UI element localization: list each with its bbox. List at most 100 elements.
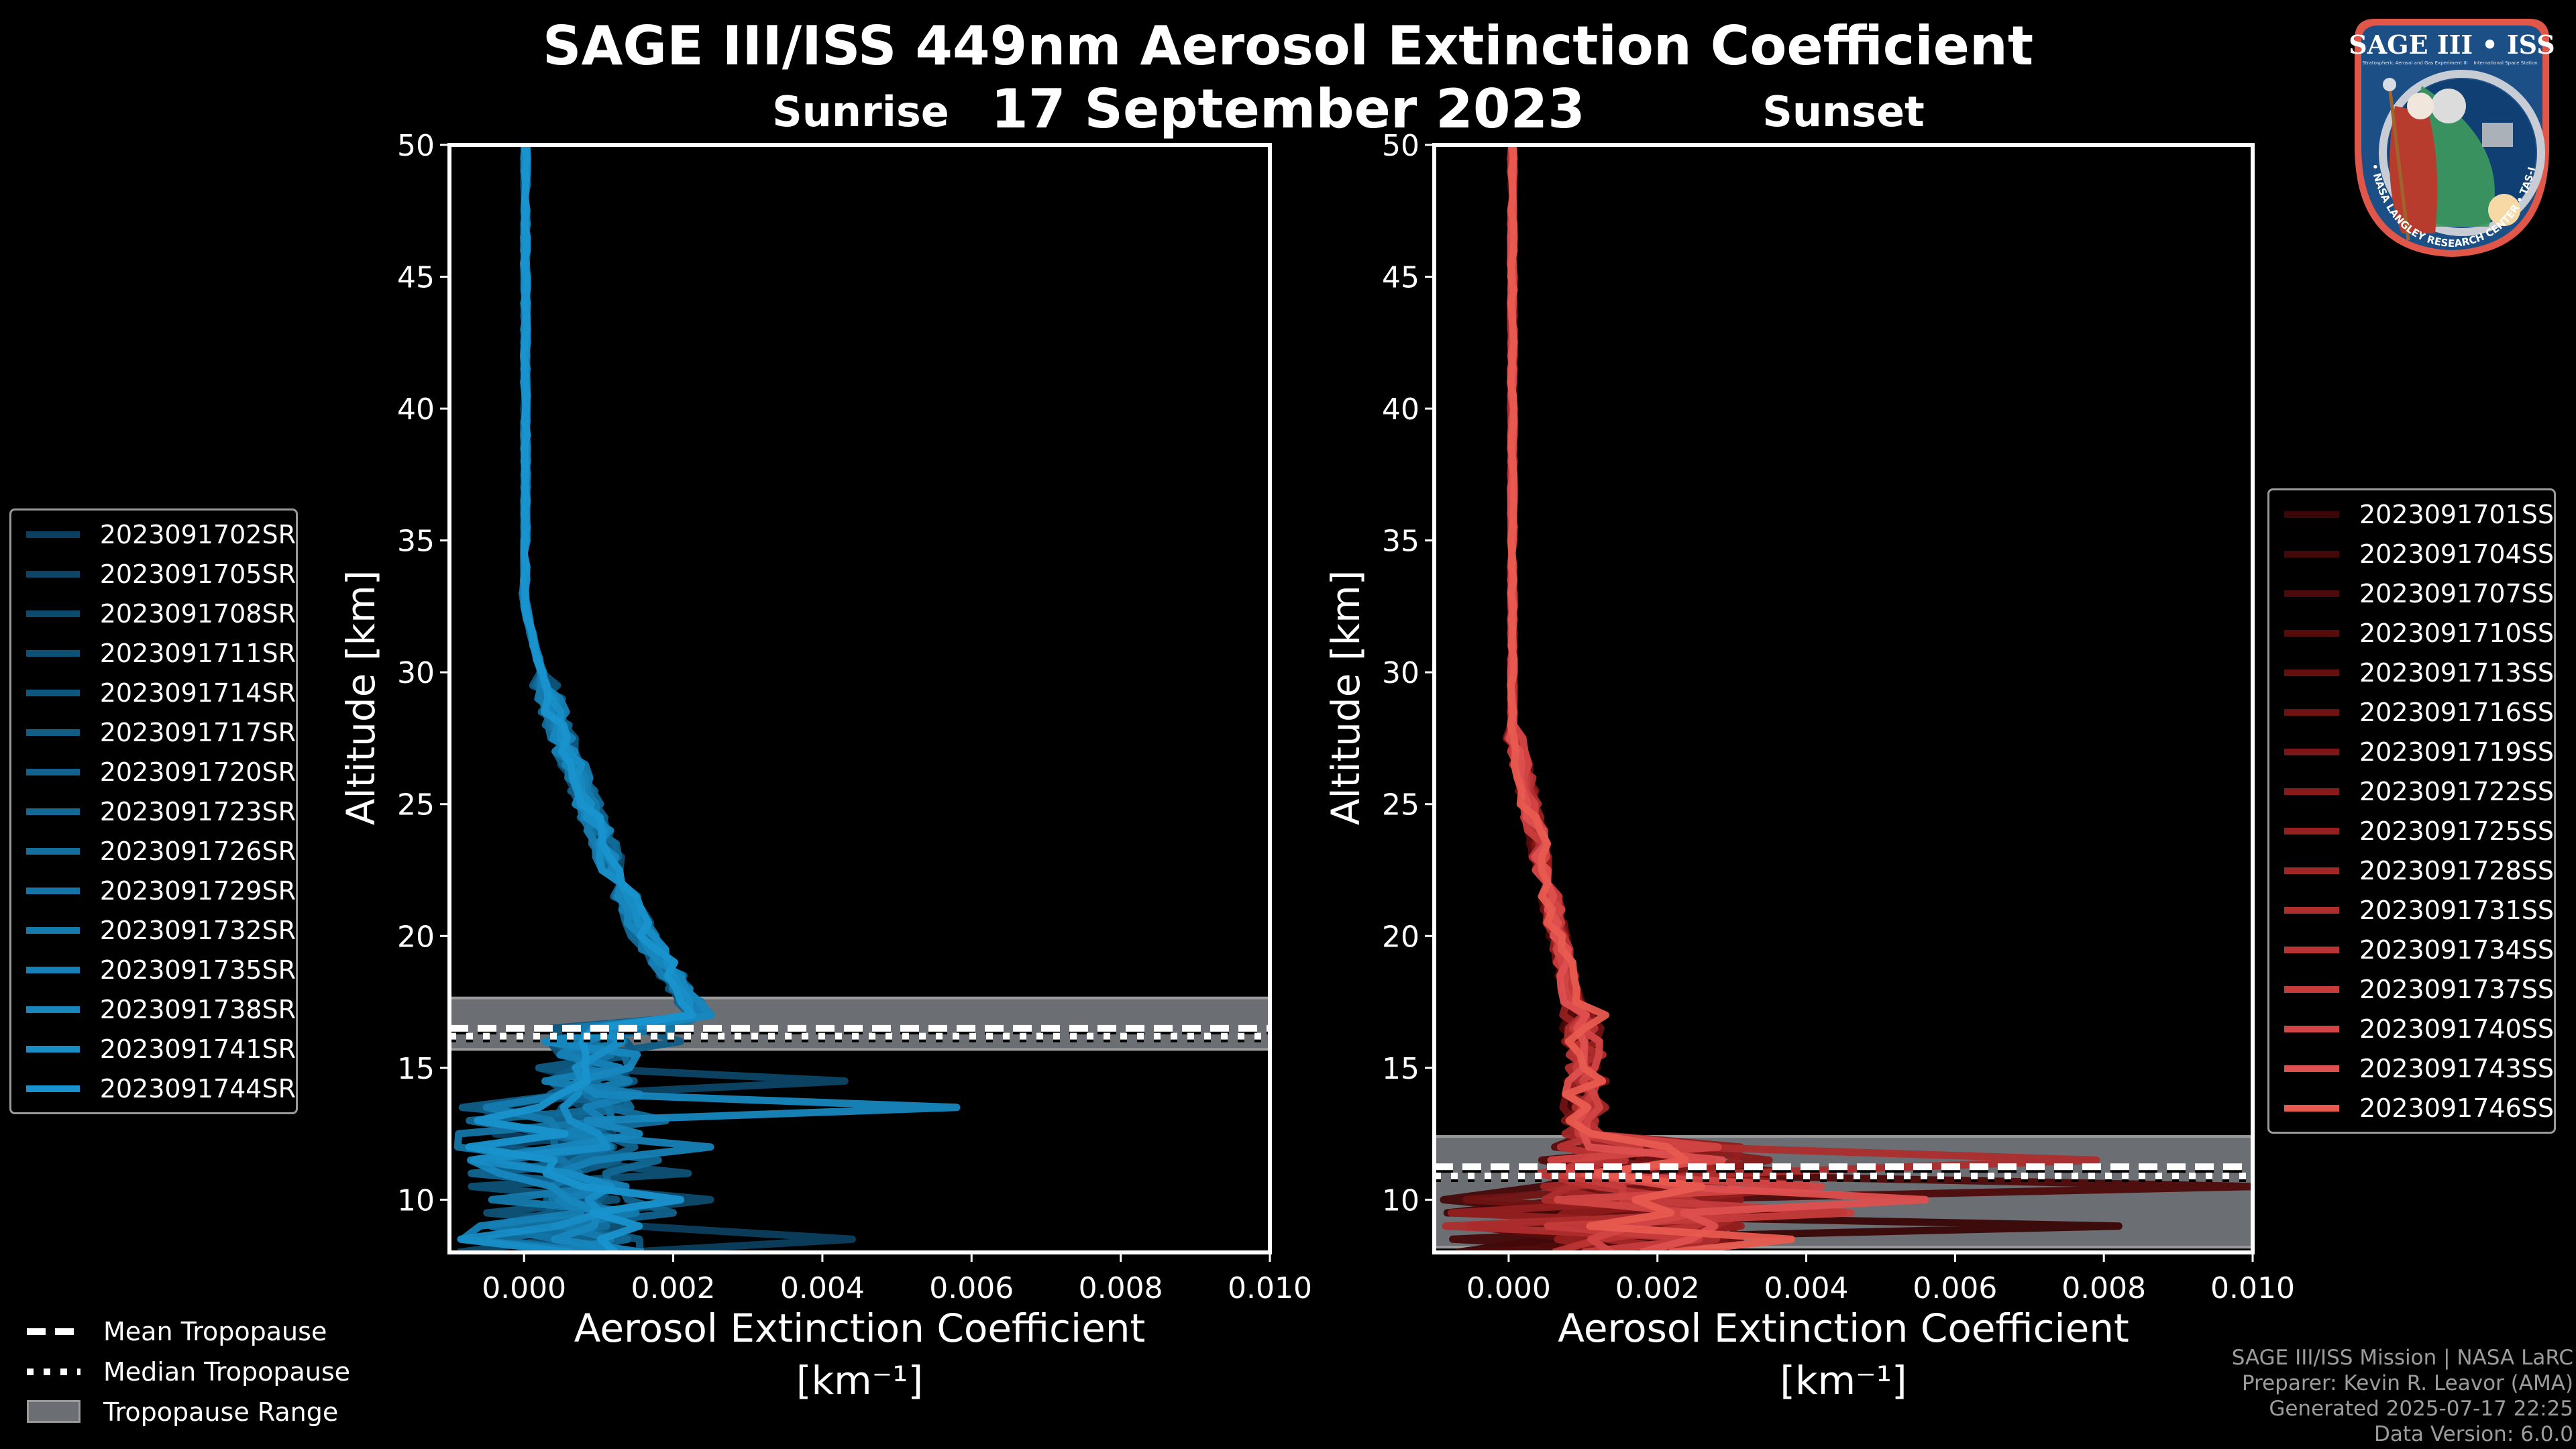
legend-line-swatch bbox=[26, 1006, 80, 1013]
profile-line-2023091740SS bbox=[1507, 145, 1825, 1252]
dashed-line-icon bbox=[27, 1328, 80, 1335]
legend-item: 2023091702SR bbox=[11, 515, 296, 554]
legend-item: 2023091725SS bbox=[2269, 811, 2554, 851]
y-tick-label: 10 bbox=[1382, 1183, 1419, 1218]
credit-mission: SAGE III/ISS Mission | NASA LaRC bbox=[2231, 1346, 2573, 1370]
sunset-legend: 2023091701SS 2023091704SS 2023091707SS 2023… bbox=[2267, 488, 2556, 1134]
x-tick-label: 0.010 bbox=[2210, 1271, 2295, 1305]
sunrise-plot: 0.000 0.002 0.004 0.006 0.008 0.010 10 15 20 25 30… bbox=[338, 129, 1312, 1403]
legend-label-mean: Mean Tropopause bbox=[103, 1317, 327, 1346]
legend-line-swatch bbox=[26, 531, 80, 538]
y-tick-label: 40 bbox=[1382, 392, 1419, 427]
y-tick-label: 25 bbox=[397, 788, 435, 822]
legend-line-swatch bbox=[26, 926, 80, 934]
profile-line-2023091737SS bbox=[1507, 145, 1855, 1252]
legend-item: 2023091708SR bbox=[11, 594, 296, 633]
legend-label: 2023091737SS bbox=[2359, 974, 2554, 1004]
range-patch-icon bbox=[27, 1400, 80, 1423]
figure-title: SAGE III/ISS 449nm Aerosol Extinction Co… bbox=[542, 15, 2034, 77]
legend-item: 2023091713SS bbox=[2269, 653, 2554, 692]
legend-line-swatch bbox=[26, 768, 80, 775]
legend-item: 2023091720SR bbox=[11, 752, 296, 792]
sage-iii-iss-mission-patch-logo: SAGE III • ISS Stratospheric Aerosol and… bbox=[2341, 12, 2555, 257]
x-tick-label: 0.004 bbox=[1764, 1271, 1849, 1305]
legend-line-swatch bbox=[2284, 906, 2339, 914]
x-tick-label: 0.008 bbox=[2061, 1271, 2146, 1305]
profile-line-2023091713SS bbox=[1507, 145, 1795, 1252]
legend-item-tropopause-range: Tropopause Range bbox=[20, 1392, 350, 1432]
legend-line-swatch bbox=[2284, 1065, 2339, 1072]
profile-line-2023091746SS bbox=[1507, 145, 1795, 1252]
legend-label: 2023091744SR bbox=[99, 1073, 296, 1104]
legend-item: 2023091705SR bbox=[11, 554, 296, 594]
legend-item: 2023091707SS bbox=[2269, 574, 2554, 613]
legend-line-swatch bbox=[2284, 590, 2339, 597]
x-tick-label: 0.002 bbox=[631, 1271, 716, 1305]
legend-item: 2023091744SR bbox=[11, 1069, 296, 1108]
logo-subtitle-right: International Space Station bbox=[2473, 60, 2537, 66]
sunset-x-axis-label: Aerosol Extinction Coefficient bbox=[1558, 1305, 2129, 1351]
legend-line-swatch bbox=[2284, 788, 2339, 795]
legend-line-swatch bbox=[2284, 669, 2339, 676]
profile-line-2023091725SS bbox=[1447, 145, 1810, 1252]
y-tick-label: 20 bbox=[1382, 920, 1419, 954]
legend-item: 2023091722SS bbox=[2269, 771, 2554, 811]
logo-subtitle-left: Stratospheric Aerosol and Gas Experiment… bbox=[2362, 60, 2467, 66]
legend-line-swatch bbox=[2284, 550, 2339, 557]
profile-line-2023091734SS bbox=[1507, 145, 1726, 1252]
legend-line-swatch bbox=[26, 966, 80, 973]
legend-line-swatch bbox=[26, 570, 80, 578]
legend-line-swatch bbox=[2284, 867, 2339, 874]
sunrise-legend: 2023091702SR 2023091705SR 2023091708SR 2023… bbox=[9, 508, 298, 1114]
y-tick-label: 50 bbox=[1382, 129, 1419, 163]
x-tick-label: 0.010 bbox=[1228, 1271, 1312, 1305]
legend-item: 2023091741SR bbox=[11, 1029, 296, 1069]
y-tick-label: 15 bbox=[397, 1052, 435, 1086]
legend-item: 2023091734SS bbox=[2269, 930, 2554, 969]
legend-item: 2023091716SS bbox=[2269, 692, 2554, 732]
sunrise-plot-area bbox=[449, 145, 1270, 1252]
legend-item-median-tropopause: Median Tropopause bbox=[20, 1352, 350, 1392]
legend-label: 2023091731SS bbox=[2359, 895, 2554, 925]
legend-label: 2023091717SR bbox=[99, 717, 296, 747]
y-tick-label: 35 bbox=[1382, 525, 1419, 559]
sunset-panel-title: Sunset bbox=[1762, 87, 1925, 136]
sunrise-y-axis-label: Altitude [km] bbox=[338, 570, 384, 825]
profile-line-2023091722SS bbox=[1507, 145, 1773, 1252]
profile-line-2023091744SR bbox=[465, 145, 696, 1252]
profile-line-2023091701SS bbox=[1443, 145, 2123, 1252]
sunset-plot: 0.000 0.002 0.004 0.006 0.008 0.010 10 15 20 25 30… bbox=[1323, 129, 2295, 1403]
legend-label-median: Median Tropopause bbox=[103, 1357, 350, 1387]
y-tick-label: 10 bbox=[397, 1183, 435, 1218]
legend-label: 2023091702SR bbox=[99, 519, 296, 549]
legend-line-swatch bbox=[2284, 1025, 2339, 1032]
legend-line-swatch bbox=[2284, 708, 2339, 716]
legend-label: 2023091716SS bbox=[2359, 697, 2554, 727]
sunset-x-axis-unit: [km⁻¹] bbox=[1780, 1358, 1907, 1403]
legend-item: 2023091714SR bbox=[11, 673, 296, 712]
x-tick-label: 0.000 bbox=[1466, 1271, 1551, 1305]
x-tick-label: 0.002 bbox=[1615, 1271, 1700, 1305]
credit-preparer: Preparer: Kevin R. Leavor (AMA) bbox=[2241, 1371, 2573, 1395]
legend-label: 2023091732SR bbox=[99, 915, 296, 945]
x-tick-label: 0.008 bbox=[1079, 1271, 1163, 1305]
y-tick-label: 50 bbox=[397, 129, 435, 163]
legend-item: 2023091726SR bbox=[11, 831, 296, 871]
legend-line-swatch bbox=[26, 1045, 80, 1053]
legend-line-swatch bbox=[26, 847, 80, 855]
figure-date: 17 September 2023 bbox=[991, 78, 1585, 140]
legend-line-swatch bbox=[2284, 748, 2339, 755]
legend-label: 2023091734SS bbox=[2359, 934, 2554, 965]
legend-label: 2023091735SR bbox=[99, 955, 296, 985]
legend-line-swatch bbox=[2284, 629, 2339, 637]
legend-label: 2023091725SS bbox=[2359, 816, 2554, 846]
credit-version: Data Version: 6.0.0 bbox=[2373, 1422, 2573, 1446]
credits-block: SAGE III/ISS Mission | NASA LaRC Prepare… bbox=[2232, 1345, 2573, 1447]
sunrise-panel-title: Sunrise bbox=[772, 87, 949, 136]
legend-label: 2023091743SS bbox=[2359, 1053, 2554, 1083]
logo-title: SAGE III • ISS bbox=[2349, 30, 2555, 60]
profile-line-2023091719SS bbox=[1502, 145, 1728, 1252]
y-tick-label: 20 bbox=[397, 920, 435, 954]
sunrise-x-axis-label: Aerosol Extinction Coefficient bbox=[574, 1305, 1146, 1351]
